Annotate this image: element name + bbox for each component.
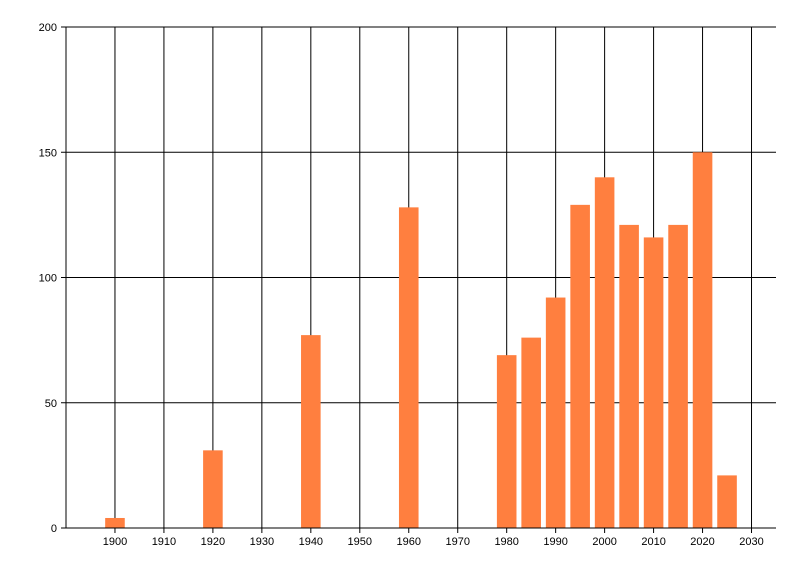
x-tick-label: 1920 (201, 536, 225, 548)
y-tick-label: 50 (45, 398, 57, 410)
bars (105, 152, 737, 529)
x-tick-label: 1910 (152, 536, 176, 548)
bar-2000 (594, 177, 615, 529)
x-tick-label: 1950 (348, 536, 372, 548)
x-tick-label: 2010 (641, 536, 665, 548)
bar-2010 (643, 237, 664, 529)
bar-1995 (570, 204, 590, 529)
x-tick-label: 1940 (299, 536, 323, 548)
x-tick-label: 2030 (739, 536, 763, 548)
y-tick-label: 200 (39, 22, 57, 34)
y-tick-label: 0 (51, 523, 57, 535)
axes (61, 26, 776, 533)
y-tick-label: 150 (39, 147, 57, 159)
x-tick-label: 1980 (494, 536, 518, 548)
bar-1985 (521, 337, 541, 528)
bar-2020 (692, 152, 713, 528)
bar-1990 (545, 297, 566, 528)
bar-1940 (301, 335, 321, 528)
x-tick-label: 2000 (592, 536, 616, 548)
bar-2005 (619, 224, 639, 528)
bar-1920 (203, 450, 223, 528)
x-tick-label: 1960 (397, 536, 421, 548)
bar-1980 (496, 355, 517, 528)
x-tick-label: 1930 (250, 536, 274, 548)
x-tick-label: 1970 (445, 536, 469, 548)
y-tick-label: 100 (39, 273, 57, 285)
bar-2015 (668, 224, 688, 528)
bar-1960 (398, 207, 419, 529)
bar-1900 (105, 517, 125, 528)
tick-labels: 0 50 100 150 200 1900 1910 1920 1930 1940 1950 1960… (39, 22, 764, 548)
x-tick-label: 1990 (543, 536, 567, 548)
x-tick-label: 2020 (690, 536, 714, 548)
x-tick-label: 1900 (103, 536, 127, 548)
bar-2025 (717, 475, 737, 528)
